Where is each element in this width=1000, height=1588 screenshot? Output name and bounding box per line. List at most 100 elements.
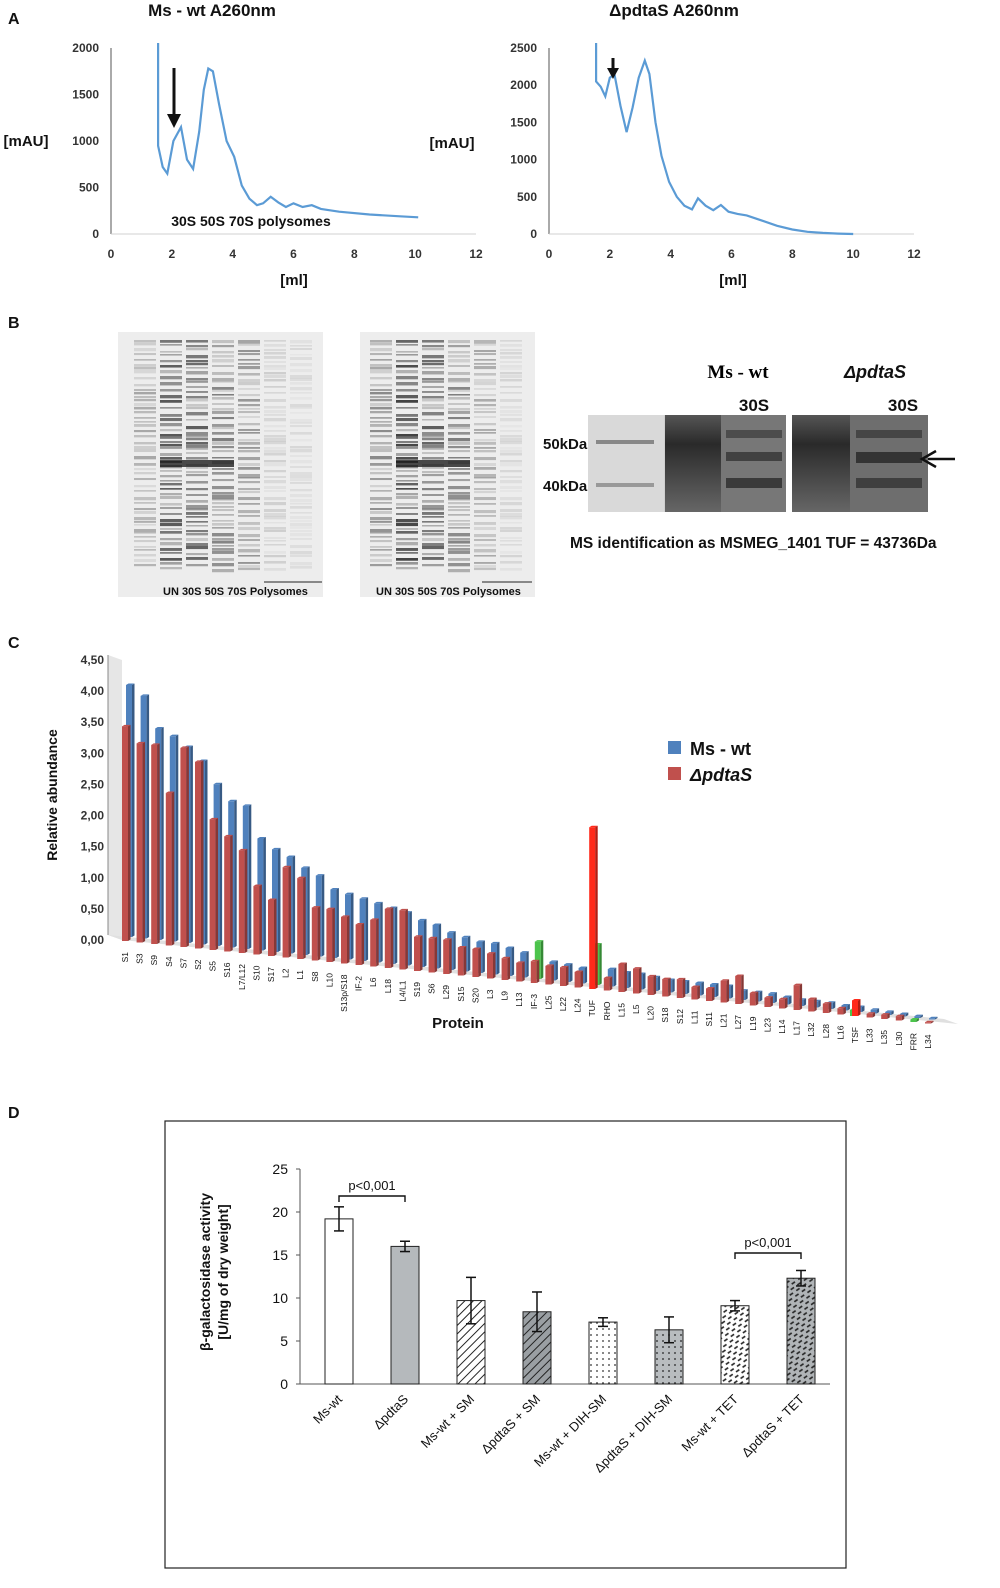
bar-ms-wt <box>929 1016 938 1020</box>
gel-band <box>370 348 392 352</box>
gel-band <box>212 492 234 495</box>
gel-band <box>500 476 522 478</box>
gel-band <box>134 508 156 511</box>
gel-band <box>160 400 182 403</box>
gel-band <box>474 353 496 356</box>
bar-dpdtas <box>881 1013 890 1019</box>
gel-band <box>396 470 418 472</box>
gel-band <box>448 381 470 383</box>
gel-band <box>212 345 234 348</box>
gel-band <box>238 488 260 491</box>
gel-band <box>264 379 286 382</box>
chart-a-left-ylabel: [mAU] <box>4 133 49 150</box>
gel-crop-band-d <box>856 430 922 438</box>
a-left-xtick: 2 <box>168 247 175 261</box>
gel-band <box>396 528 418 530</box>
gel-band <box>290 363 312 367</box>
gel-band <box>500 372 522 375</box>
gel-band <box>212 365 234 367</box>
gel-band <box>422 386 444 388</box>
gel-band <box>238 527 260 531</box>
a-left-xtick: 8 <box>351 247 358 261</box>
bar-dpdtas <box>253 884 262 955</box>
gel-band <box>238 477 260 479</box>
gel-band <box>212 548 234 551</box>
gel-band <box>500 352 522 355</box>
gel-band <box>422 530 444 533</box>
chart-c: 0,00 0,50 1,00 1,50 2,00 2,50 3,00 3,50 4,00 4,50… <box>44 653 958 1050</box>
gel-band <box>500 430 522 432</box>
gel-band-strong <box>160 460 234 467</box>
gel-band <box>370 446 392 449</box>
gel-band <box>264 551 286 554</box>
chart-d-sig-label: p<0,001 <box>744 1235 791 1250</box>
gel-band <box>290 489 312 492</box>
gel-band <box>474 442 496 445</box>
gel-band <box>370 529 392 533</box>
gel-band <box>264 430 286 432</box>
gel-band <box>474 481 496 484</box>
gel-band <box>396 542 418 546</box>
chart-c-xtick: L33 <box>865 1028 875 1042</box>
gel-band <box>290 551 312 555</box>
gel-band <box>370 430 392 433</box>
bar-dpdtas <box>560 965 569 986</box>
gel-band <box>370 549 392 551</box>
gel-band <box>396 457 418 460</box>
chart-c-xtick: L29 <box>441 985 451 999</box>
gel-band <box>290 460 312 464</box>
gel-band <box>290 555 312 557</box>
gel-band <box>238 416 260 418</box>
gel-band <box>500 410 522 414</box>
gel-band <box>238 568 260 571</box>
gel-band <box>264 450 286 453</box>
gel-band <box>212 450 234 453</box>
bar-dpdtas <box>910 1018 919 1022</box>
gel-crop-band-b <box>726 452 782 461</box>
gel-band <box>422 546 444 550</box>
gel-band <box>290 407 312 409</box>
gel-band <box>500 490 522 492</box>
gel-band <box>448 397 470 400</box>
gel-band <box>134 463 156 466</box>
gel-band <box>186 557 208 560</box>
gel-band <box>290 506 312 509</box>
gel-band <box>370 399 392 402</box>
chart-c-xtick: IF-3 <box>529 994 539 1009</box>
gel-band <box>212 442 234 445</box>
chart-a-right-trace <box>595 43 854 236</box>
gel-band <box>186 363 208 366</box>
gel-band <box>396 496 418 499</box>
gel-band <box>422 538 444 542</box>
gel-band <box>186 505 208 509</box>
bar-dpdtas <box>151 743 160 944</box>
gel-band <box>290 562 312 566</box>
gel-band <box>290 425 312 428</box>
gel-band <box>238 411 260 414</box>
bar-dpdtas <box>764 996 773 1007</box>
gel-band <box>238 442 260 445</box>
gel-band <box>396 523 418 527</box>
chart-c-xtick: L6 <box>368 977 378 987</box>
bar-dpdtas <box>209 817 219 950</box>
gel-band <box>474 467 496 470</box>
chart-c-xtick: S11 <box>704 1012 714 1027</box>
chart-c-xtick: L25 <box>543 995 553 1009</box>
a-left-ytick: 2000 <box>72 41 99 55</box>
gel-band <box>238 408 260 410</box>
gel-band <box>500 480 522 484</box>
gel-band <box>396 400 418 403</box>
gel-band <box>160 480 182 482</box>
gel-band <box>160 457 182 460</box>
gel-band <box>160 376 182 380</box>
gel-band <box>186 471 208 474</box>
gel-band <box>186 360 208 363</box>
gel-band <box>396 370 418 374</box>
gel-band <box>238 359 260 361</box>
gel-band <box>290 478 312 482</box>
gel-band <box>212 527 234 529</box>
gel-band <box>212 432 234 435</box>
gel-band <box>134 559 156 563</box>
bar-dpdtas <box>706 987 715 1001</box>
gel-band <box>264 414 286 416</box>
